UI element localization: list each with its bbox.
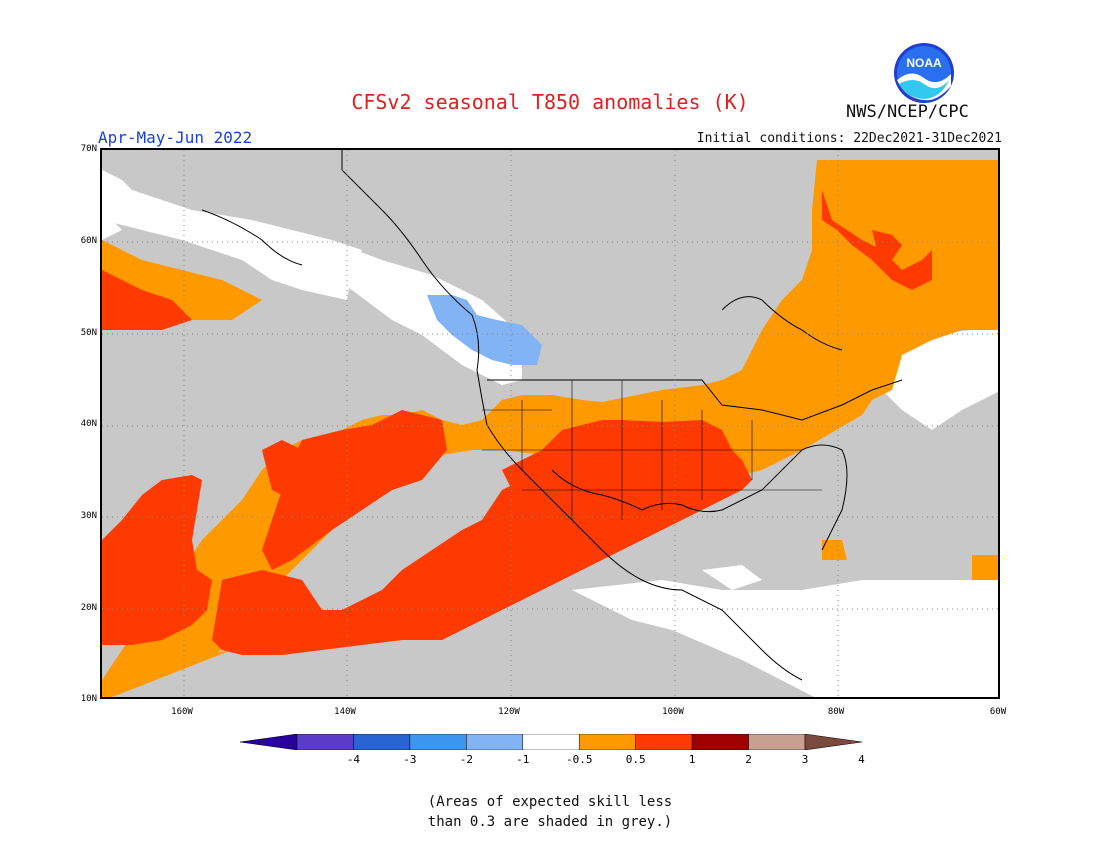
- noaa-logo-icon: NOAA: [894, 43, 954, 103]
- agency-label: NWS/NCEP/CPC: [846, 102, 969, 122]
- initial-conditions: Initial conditions: 22Dec2021-31Dec2021: [696, 131, 1002, 146]
- legend-swatch-0: [240, 734, 298, 750]
- skill-note: (Areas of expected skill less than 0.3 a…: [427, 794, 673, 830]
- legend-swatch-7: [635, 734, 693, 750]
- chart-title: CFSv2 seasonal T850 anomalies (K): [351, 90, 749, 114]
- legend-tick-label: -4: [346, 753, 361, 766]
- legend-tick-label: -3: [403, 753, 417, 766]
- legend-tick-label: -0.5: [565, 753, 593, 766]
- warm-anomaly-1-2: [102, 190, 932, 655]
- coastlines: [201, 150, 903, 681]
- lat-label-60n: 60N: [80, 236, 97, 246]
- lat-label-10n: 10N: [80, 694, 97, 704]
- legend-tick-label: 2: [745, 753, 752, 766]
- legend-swatch-6: [578, 734, 636, 750]
- legend-swatch-1: [296, 734, 354, 750]
- cool-anomaly-0.5-1: [427, 295, 542, 365]
- legend-tick-label: 4: [858, 753, 865, 766]
- lat-label-30n: 30N: [80, 511, 97, 521]
- legend-swatch-3: [409, 734, 467, 750]
- lat-label-20n: 20N: [80, 603, 97, 613]
- legend-swatch-5: [522, 734, 580, 750]
- lon-label-100w: 100W: [662, 707, 684, 717]
- lat-label-50n: 50N: [80, 328, 97, 338]
- graticule: [102, 150, 998, 697]
- legend-tick-label: 0.5: [625, 753, 646, 766]
- legend-swatch-10: [804, 734, 862, 750]
- forecast-period: Apr-May-Jun 2022: [98, 128, 253, 147]
- lat-label-70n: 70N: [80, 144, 97, 154]
- state-borders: [482, 380, 822, 520]
- legend-swatch-8: [691, 734, 749, 750]
- anomaly-map: [100, 148, 1000, 699]
- color-legend-bar: [240, 734, 862, 750]
- legend-tick-label: -2: [459, 753, 473, 766]
- logo-text: NOAA: [906, 56, 942, 70]
- legend-swatch-9: [748, 734, 806, 750]
- legend-tick-label: 1: [688, 753, 696, 766]
- lat-label-40n: 40N: [80, 419, 97, 429]
- lon-label-160w: 160W: [171, 707, 193, 717]
- legend-swatch-4: [466, 734, 524, 750]
- legend-tick-label: -1: [516, 753, 530, 766]
- legend-swatch-2: [353, 734, 411, 750]
- legend-tick-label: 3: [801, 753, 809, 766]
- map-canvas: [102, 150, 998, 697]
- lon-label-120w: 120W: [498, 707, 520, 717]
- lon-label-80w: 80W: [827, 707, 845, 717]
- lon-label-140w: 140W: [334, 707, 356, 717]
- lon-label-60w: 60W: [989, 707, 1007, 717]
